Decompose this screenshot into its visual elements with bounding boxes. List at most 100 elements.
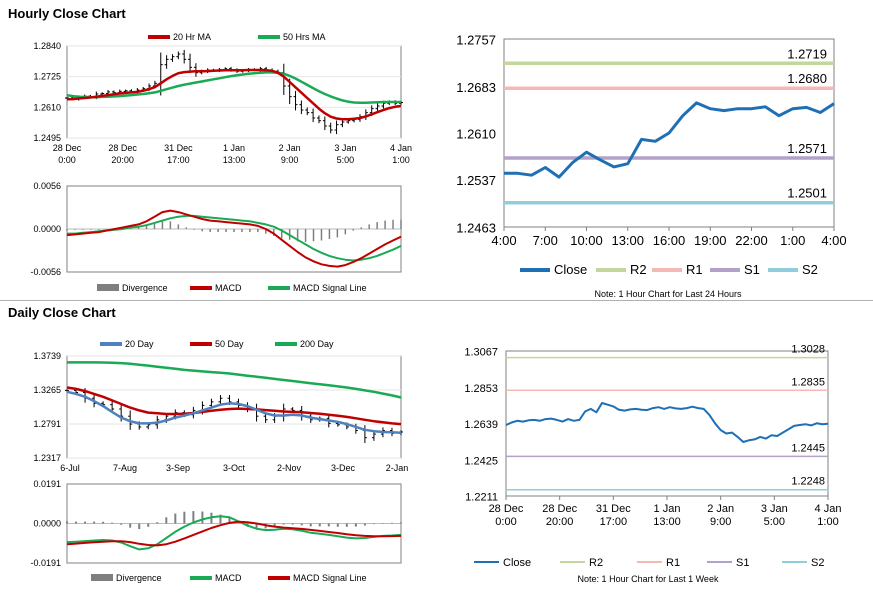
hourly-price-x-tick-label: 13:00: [223, 155, 246, 165]
daily_pivots-x-tick-label: 9:00: [710, 516, 731, 528]
daily_pivots-r2-level-label: 1.3028: [791, 344, 825, 356]
hourly-price-plot-area: [66, 45, 402, 139]
hourly-price-y-tick-label: 1.2840: [33, 41, 61, 51]
hourly-legend-macd-signal-label: MACD Signal Line: [293, 283, 367, 293]
hourly-price-x-tick-label: 4 Jan: [390, 143, 412, 153]
hourly-price-x-tick-label: 28 Dec: [108, 143, 137, 153]
hourly-legend-divergence-swatch: [97, 284, 119, 291]
daily_pivots-legend-s1-label: S1: [736, 557, 749, 569]
hourly_pivots-x-tick-label: 19:00: [694, 233, 727, 248]
daily-200day-ma-line: [67, 361, 402, 399]
hourly-legend-20hr-ma-label: 20 Hr MA: [173, 32, 211, 42]
daily-price-y-tick-label: 1.3739: [33, 351, 61, 361]
daily-legend-50day-label: 50 Day: [215, 339, 244, 349]
hourly_pivots-legend-s1-label: S1: [744, 262, 760, 277]
daily-price-x-tick-label: 7-Aug: [113, 463, 137, 473]
hourly-price-x-tick-label: 28 Dec: [53, 143, 82, 153]
hourly-macd-y-tick-label: 0.0000: [33, 224, 61, 234]
hourly-price-x-tick-label: 5:00: [337, 155, 355, 165]
hourly-price-x-tick-label: 31 Dec: [164, 143, 193, 153]
hourly-price-x-tick-label: 17:00: [167, 155, 190, 165]
daily-legend-divergence-label: Divergence: [116, 573, 162, 583]
daily-price-y-tick-label: 1.3265: [33, 385, 61, 395]
hourly-20hr-ma-line: [66, 68, 402, 121]
daily_pivots-y-tick-label: 1.2425: [464, 455, 498, 467]
hourly-50hr-ma-line: [66, 71, 401, 105]
daily-legend-macd-signal-label: MACD Signal Line: [293, 573, 367, 583]
hourly-section-title: Hourly Close Chart: [8, 6, 126, 21]
daily_pivots-s2-level-label: 1.2248: [791, 476, 825, 488]
hourly_pivots-s2-level-label: 1.2501: [787, 186, 827, 201]
daily-macd-y-tick-label: -0.0191: [30, 558, 61, 568]
hourly_pivots-x-tick-label: 16:00: [653, 233, 686, 248]
hourly_pivots-x-tick-label: 4:00: [491, 233, 516, 248]
daily-price-x-tick-label: 3-Oct: [223, 463, 246, 473]
daily_pivots-x-tick-label: 28 Dec: [542, 503, 577, 515]
hourly-macd-y-tick-label: -0.0056: [30, 267, 61, 277]
daily_pivots-s1-level-label: 1.2445: [791, 442, 825, 454]
daily_pivots-y-tick-label: 1.2639: [464, 419, 498, 431]
hourly-price-x-tick-label: 0:00: [58, 155, 76, 165]
hourly_pivots-y-tick-label: 1.2757: [456, 33, 496, 48]
hourly_pivots-r2-level-label: 1.2719: [787, 46, 827, 61]
daily_pivots-legend-r2-label: R2: [589, 557, 603, 569]
daily-price-y-tick-label: 1.2791: [33, 419, 61, 429]
daily-legend-200day-label: 200 Day: [300, 339, 334, 349]
hourly_pivots-r1-level-label: 1.2680: [787, 71, 827, 86]
daily_pivots-x-tick-label: 31 Dec: [596, 503, 631, 515]
daily_pivots-x-tick-label: 5:00: [764, 516, 785, 528]
daily_pivots-x-tick-label: 2 Jan: [707, 503, 734, 515]
daily_pivots-x-tick-label: 0:00: [495, 516, 516, 528]
daily_pivots-y-tick-label: 1.3067: [464, 347, 498, 359]
hourly_pivots-note: Note: 1 Hour Chart for Last 24 Hours: [594, 289, 742, 299]
daily_pivots-r1-level-label: 1.2835: [791, 376, 825, 388]
daily_pivots-x-tick-label: 1:00: [817, 516, 838, 528]
daily_pivots-plot-area: [505, 350, 829, 497]
hourly_pivots-close-line: [504, 101, 835, 179]
daily-legend-macd-label: MACD: [215, 573, 242, 583]
daily_pivots-x-tick-label: 4 Jan: [815, 503, 842, 515]
hourly-legend-50hr-ma-label: 50 Hrs MA: [283, 32, 326, 42]
daily-macd-y-tick-label: 0.0000: [33, 519, 61, 529]
hourly-legend-divergence-label: Divergence: [122, 283, 168, 293]
hourly_pivots-x-tick-label: 10:00: [570, 233, 603, 248]
hourly-macd-y-tick-label: 0.0056: [33, 181, 61, 191]
hourly-price-x-tick-label: 20:00: [111, 155, 134, 165]
hourly-price-x-tick-label: 9:00: [281, 155, 299, 165]
daily_pivots-x-tick-label: 3 Jan: [761, 503, 788, 515]
hourly_pivots-x-tick-label: 7:00: [533, 233, 558, 248]
hourly_pivots-y-tick-label: 1.2683: [456, 80, 496, 95]
hourly-macd-signal-line: [67, 214, 402, 262]
daily_pivots-x-tick-label: 28 Dec: [489, 503, 524, 515]
daily-price-y-tick-label: 1.2317: [33, 453, 61, 463]
daily_pivots-close-line: [505, 402, 829, 443]
daily_pivots-x-tick-label: 1 Jan: [654, 503, 681, 515]
hourly_pivots-x-tick-label: 1:00: [780, 233, 805, 248]
hourly_pivots-y-tick-label: 1.2463: [456, 221, 496, 236]
daily-legend-20day-label: 20 Day: [125, 339, 154, 349]
hourly-price-y-tick-label: 1.2495: [33, 133, 61, 143]
hourly_pivots-x-tick-label: 4:00: [821, 233, 846, 248]
daily_pivots-x-tick-label: 20:00: [546, 516, 574, 528]
daily-section-title: Daily Close Chart: [8, 305, 116, 320]
daily-macd-line: [66, 515, 402, 551]
daily-50day-ma-line: [66, 386, 402, 426]
daily-price-x-tick-label: 3-Dec: [331, 463, 356, 473]
daily-price-plot-area: [66, 355, 402, 459]
hourly_pivots-s1-level-label: 1.2571: [787, 141, 827, 156]
hourly_pivots-y-tick-label: 1.2537: [456, 173, 496, 188]
daily_pivots-legend-r1-label: R1: [666, 557, 680, 569]
hourly_pivots-legend-r1-label: R1: [686, 262, 703, 277]
hourly_pivots-legend-r2-label: R2: [630, 262, 647, 277]
hourly-price-x-tick-label: 3 Jan: [334, 143, 356, 153]
section-divider: [0, 300, 873, 301]
hourly_pivots-x-tick-label: 13:00: [611, 233, 644, 248]
daily_pivots-x-tick-label: 17:00: [600, 516, 628, 528]
daily-legend-divergence-swatch: [91, 574, 113, 581]
daily_pivots-legend-close-label: Close: [503, 557, 531, 569]
hourly_pivots-x-tick-label: 22:00: [735, 233, 768, 248]
daily-price-x-tick-label: 6-Jul: [60, 463, 80, 473]
daily_pivots-y-tick-label: 1.2211: [465, 492, 498, 504]
hourly-price-x-tick-label: 1:00: [392, 155, 410, 165]
hourly_pivots-y-tick-label: 1.2610: [456, 127, 496, 142]
